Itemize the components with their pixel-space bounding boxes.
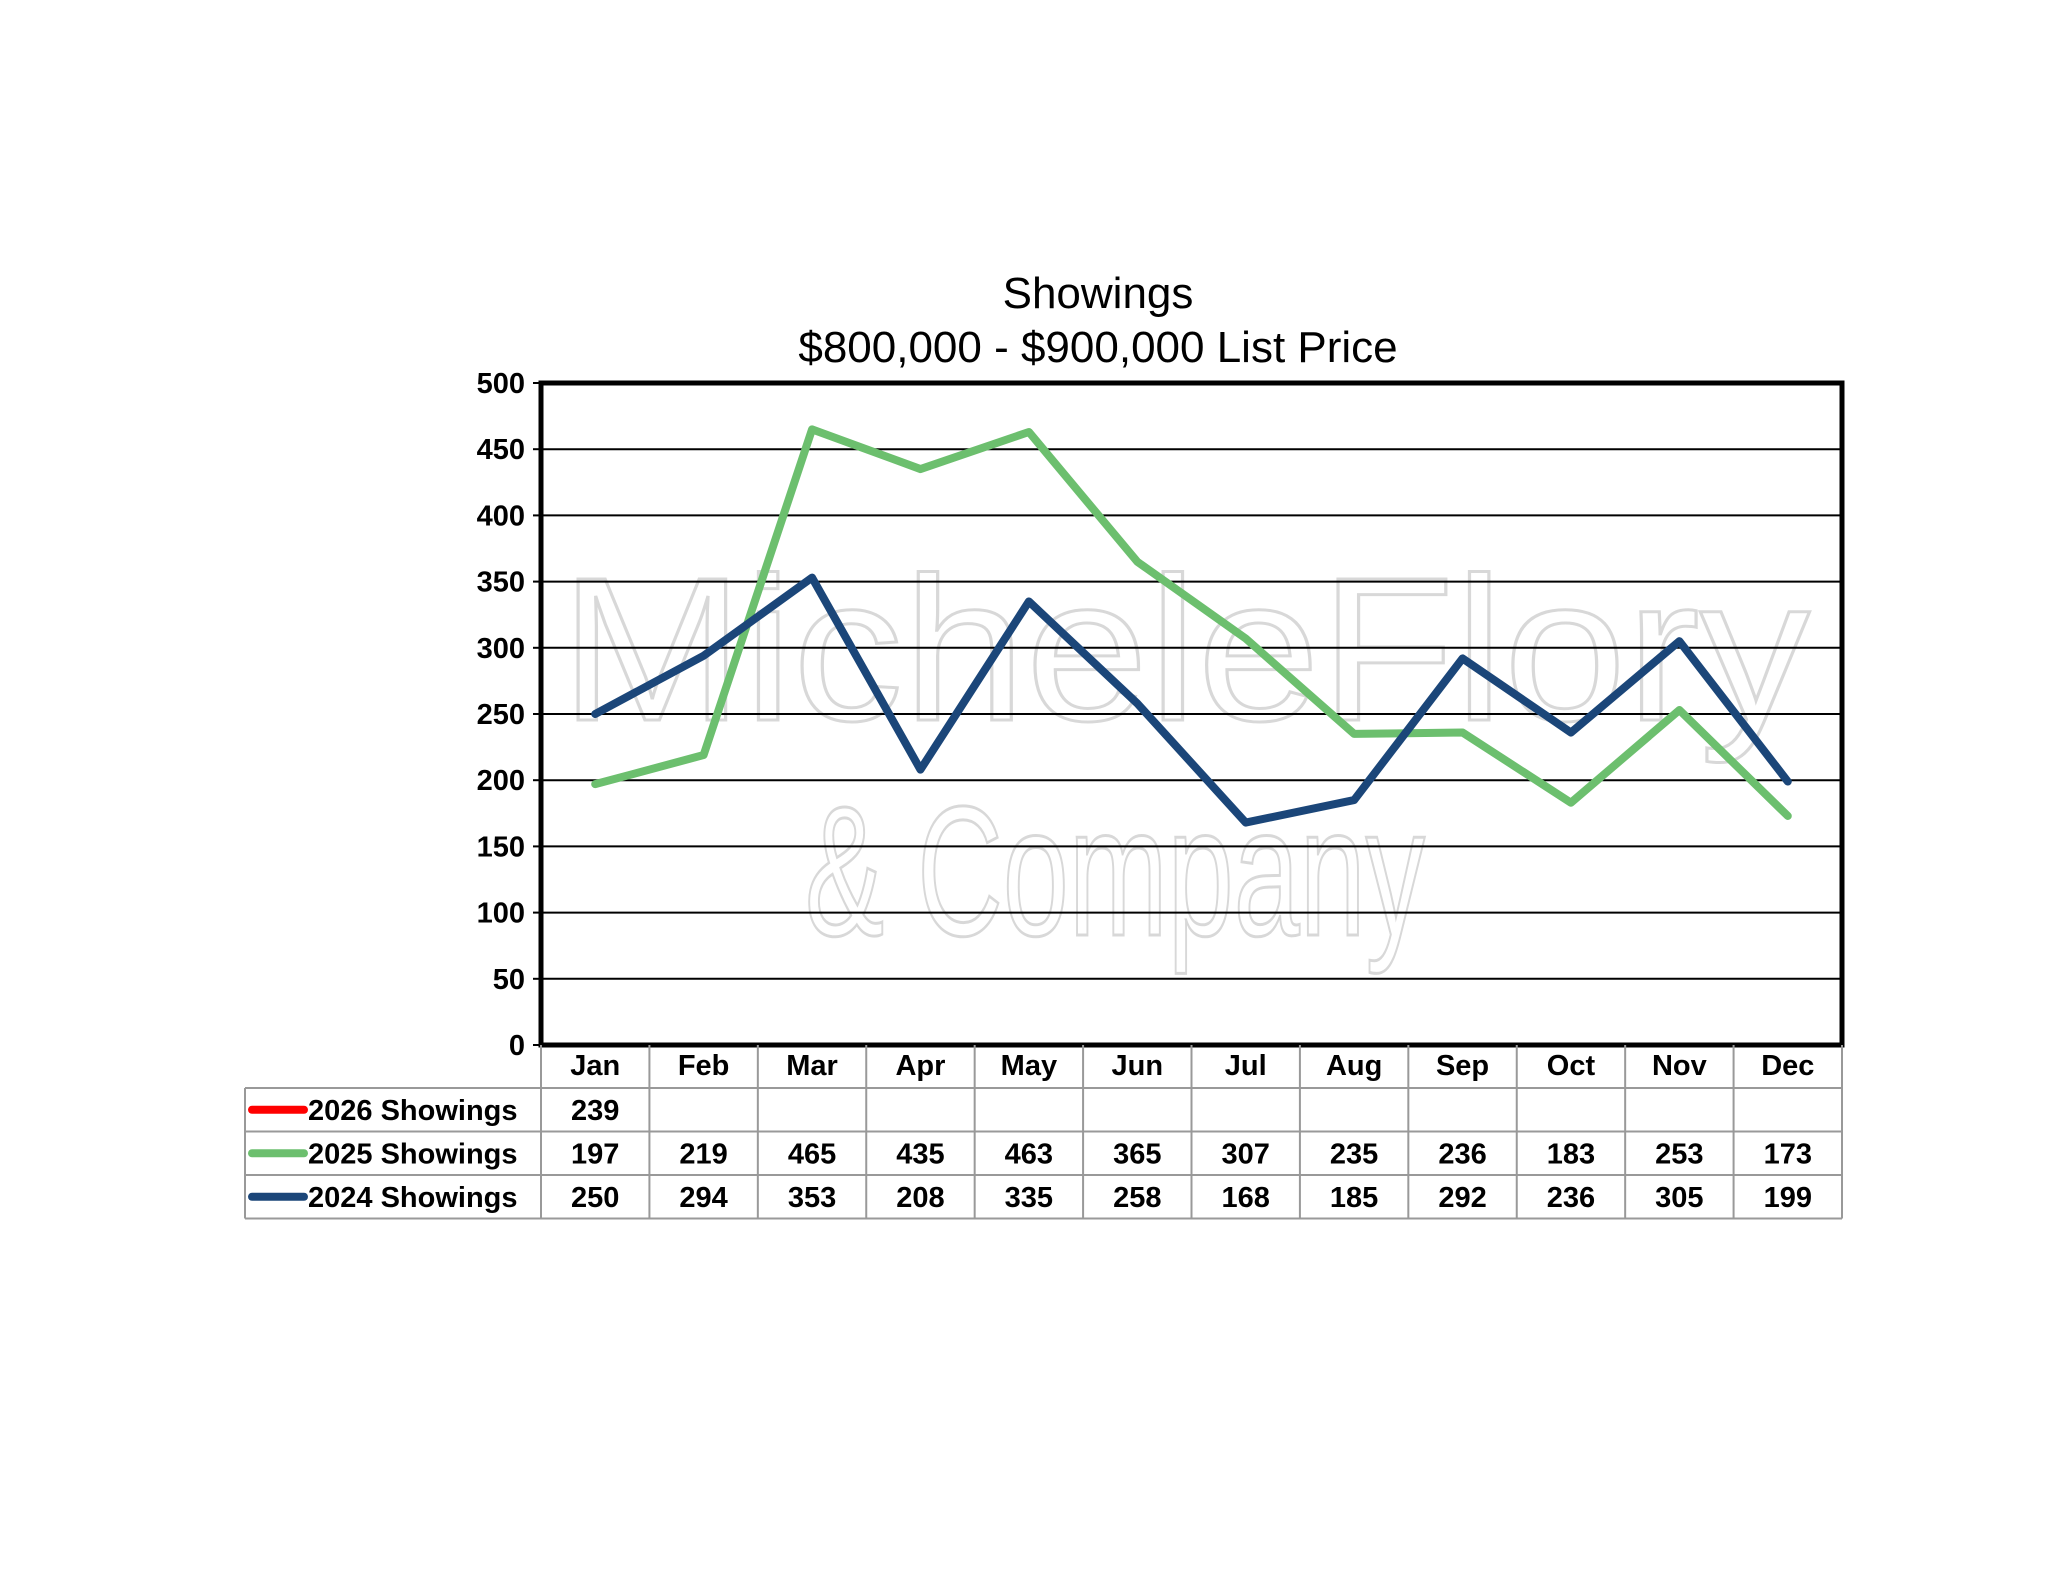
data-cell: 239 (571, 1095, 619, 1127)
x-tick-label: Mar (786, 1050, 838, 1082)
data-cell: 183 (1547, 1138, 1595, 1170)
legend-label: 2026 Showings (308, 1095, 518, 1127)
data-cell: 197 (571, 1138, 619, 1170)
x-tick-label: Jun (1112, 1050, 1164, 1082)
x-tick-label: May (1001, 1050, 1057, 1082)
data-cell: 353 (788, 1182, 836, 1214)
legend-label: 2024 Showings (308, 1182, 518, 1214)
y-tick-label: 500 (477, 368, 525, 400)
data-cell: 258 (1113, 1182, 1161, 1214)
data-cell: 235 (1330, 1138, 1378, 1170)
data-cell: 250 (571, 1182, 619, 1214)
data-cell: 292 (1438, 1182, 1486, 1214)
data-cell: 173 (1764, 1138, 1812, 1170)
data-cell: 168 (1222, 1182, 1270, 1214)
x-tick-label: Feb (678, 1050, 730, 1082)
x-tick-label: Jan (570, 1050, 620, 1082)
x-tick-label: Oct (1547, 1050, 1596, 1082)
watermark-line2: & Company (805, 769, 1425, 975)
x-tick-label: Nov (1652, 1050, 1707, 1082)
data-cell: 365 (1113, 1138, 1161, 1170)
y-tick-label: 150 (477, 831, 525, 863)
data-cell: 208 (896, 1182, 944, 1214)
y-tick-label: 200 (477, 765, 525, 797)
x-tick-label: Dec (1761, 1050, 1814, 1082)
series-lines (591, 425, 1792, 827)
data-cell: 253 (1655, 1138, 1703, 1170)
watermark-logo: MicheleFlory & Company (559, 534, 1813, 977)
y-tick-label: 300 (477, 633, 525, 665)
data-cell: 465 (788, 1138, 836, 1170)
y-tick-label: 450 (477, 434, 525, 466)
legend-label: 2025 Showings (308, 1138, 518, 1170)
watermark-line1: MicheleFlory (560, 535, 1811, 764)
data-cell: 185 (1330, 1182, 1378, 1214)
chart-subtitle: $800,000 - $900,000 List Price (798, 323, 1397, 372)
y-tick-label: 100 (477, 898, 525, 930)
data-cell: 305 (1655, 1182, 1703, 1214)
y-tick-label: 250 (477, 699, 525, 731)
y-axis-ticks: 0 50 100 150 200 250 300 350 400 450 500 (477, 368, 541, 1062)
x-tick-label: Sep (1436, 1050, 1489, 1082)
series-line (591, 425, 1792, 820)
data-cell: 236 (1547, 1182, 1595, 1214)
data-cell: 199 (1764, 1182, 1812, 1214)
data-cell: 307 (1222, 1138, 1270, 1170)
y-tick-label: 50 (493, 964, 525, 996)
data-cell: 435 (896, 1138, 944, 1170)
data-cell: 219 (679, 1138, 727, 1170)
y-tick-label: 0 (509, 1030, 525, 1062)
series-line (591, 573, 1792, 827)
y-tick-label: 350 (477, 567, 525, 599)
y-tick-label: 400 (477, 500, 525, 532)
x-tick-label: Apr (895, 1050, 945, 1082)
x-tick-label: Jul (1225, 1050, 1267, 1082)
data-cell: 335 (1005, 1182, 1053, 1214)
x-tick-label: Aug (1326, 1050, 1382, 1082)
data-table: Jan Feb Mar Apr May Jun Jul Aug Sep Oct Nov Dec 2026… (244, 1045, 1843, 1220)
data-cell: 236 (1438, 1138, 1486, 1170)
chart-title: Showings (1003, 269, 1194, 318)
data-cell: 294 (679, 1182, 727, 1214)
data-cell: 463 (1005, 1138, 1053, 1170)
